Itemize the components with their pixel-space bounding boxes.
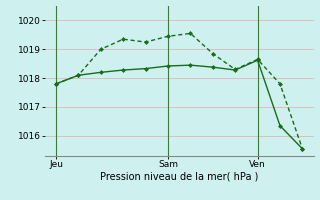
X-axis label: Pression niveau de la mer( hPa ): Pression niveau de la mer( hPa ) [100,172,258,182]
